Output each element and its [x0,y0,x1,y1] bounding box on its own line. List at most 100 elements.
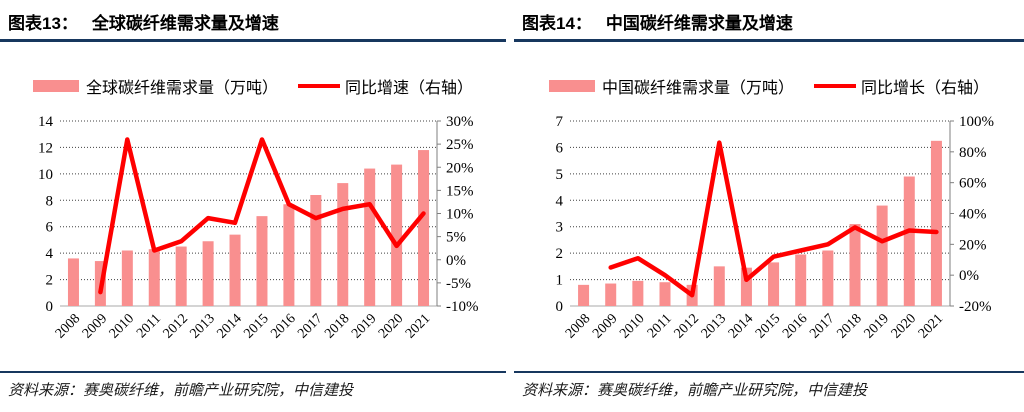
bar [283,204,295,306]
bar [659,282,671,306]
figure-title: 图表13： 全球碳纤维需求量及增速 [8,9,279,34]
bar [418,150,430,306]
line-series-label: 同比增速（右轴） [345,80,474,97]
left-axis-tick-label: 3 [556,220,564,236]
bar [256,216,268,306]
bar-series-swatch [548,80,595,92]
bar [202,241,214,306]
right-axis-tick-label: 25% [446,137,474,153]
bar [148,249,160,306]
x-axis-tick-label: 2018 [834,311,864,341]
bar [391,164,403,306]
x-axis-tick-label: 2016 [268,311,298,341]
right-axis-tick-label: 20% [959,237,987,253]
x-axis-tick-label: 2012 [161,311,191,341]
x-axis-tick-label: 2014 [726,311,756,341]
right-axis-tick-label: 0% [959,268,979,284]
bar-series-label: 中国碳纤维需求量（万吨） [601,80,794,97]
x-axis-tick-label: 2017 [807,311,837,341]
source-divider [0,371,506,373]
bar-series [67,150,430,306]
bar [175,246,187,306]
bar [605,283,617,306]
bar [740,267,752,306]
bar-series-label: 全球碳纤维需求量（万吨） [85,80,278,97]
x-axis-tick-label: 2014 [214,311,244,341]
bar [903,176,915,306]
right-axis-tick-label: 80% [959,145,987,161]
right-axis-tick-label: 100% [959,114,994,130]
right-axis-tick-label: 40% [959,207,987,223]
title-divider [514,39,1024,42]
right-axis-tick-label: -10% [446,299,479,315]
x-axis-tick-label: 2017 [295,311,325,341]
growth-line [608,140,939,298]
figure-number: 图表14： [522,14,592,33]
right-axis-tick-label: -20% [959,299,992,315]
gridlines [60,120,437,307]
combo-chart-china: 01234567-20%0%20%40%60%80%100%2008200920… [556,114,995,342]
figure-name: 全球碳纤维需求量及增速 [91,14,279,33]
bar [229,234,241,306]
chart-legend: 中国碳纤维需求量（万吨） 同比增长（右轴） [514,74,1024,98]
x-axis-tick-label: 2015 [241,311,271,341]
line-series-label: 同比增长（右轴） [861,80,990,97]
bar [632,280,644,306]
bar [310,195,322,306]
x-axis-labels: 2008200920102011201220132014201520162017… [563,311,946,341]
right-axis-tick-label: 5% [446,230,466,246]
x-axis-tick-label: 2021 [403,311,433,341]
right-axis-tick-label: 10% [446,207,474,223]
left-axis-tick-label: 1 [556,273,564,289]
line-series-swatch [814,84,856,88]
figure-name: 中国碳纤维需求量及增速 [605,14,793,33]
bar [930,140,942,306]
bar [337,183,349,306]
source-note: 资料来源：赛奥碳纤维，前瞻产业研究院，中信建投 [522,383,868,399]
left-axis-tick-label: 10 [38,167,53,183]
x-axis-tick-label: 2011 [134,311,164,341]
right-axis-tick-label: 0% [446,253,466,269]
bar-series-swatch [32,80,79,92]
bar [849,224,861,306]
left-axis-tick-label: 7 [556,114,564,130]
title-divider [0,39,506,42]
x-axis-tick-label: 2008 [53,311,83,341]
left-axis-tick-label: 6 [46,220,54,236]
x-axis-labels: 2008200920102011201220132014201520162017… [53,311,433,341]
x-axis-tick-label: 2020 [376,311,406,341]
bar [795,254,807,306]
left-axis-tick-label: 5 [556,167,564,183]
figure-number: 图表13： [8,14,78,33]
x-axis-tick-label: 2021 [916,311,946,341]
bar [768,262,780,306]
left-axis-tick-label: 12 [38,140,53,156]
left-axis-tick-label: 14 [38,114,54,130]
source-divider [514,371,1024,373]
growth-line [98,137,426,295]
figure-global-demand: 图表13： 全球碳纤维需求量及增速 全球碳纤维需求量（万吨） 同比增速（右轴） 0… [0,0,506,412]
right-axis-tick-label: 60% [959,176,987,192]
x-axis-tick-label: 2009 [80,311,110,341]
line-series-swatch [298,84,340,88]
left-axis-tick-label: 8 [46,193,54,209]
bar [121,250,133,306]
x-axis-tick-label: 2016 [780,311,810,341]
figure-title: 图表14： 中国碳纤维需求量及增速 [522,9,793,34]
bar [822,250,834,306]
x-axis-tick-label: 2010 [107,311,137,341]
chart-legend: 全球碳纤维需求量（万吨） 同比增速（右轴） [0,74,506,98]
right-axis-tick-label: 20% [446,160,474,176]
left-axis-tick-label: 4 [46,246,54,262]
x-axis-tick-label: 2013 [188,311,218,341]
bar [578,284,590,306]
x-axis-tick-label: 2012 [672,311,702,341]
x-axis-tick-label: 2019 [862,311,892,341]
x-axis-tick-label: 2019 [349,311,379,341]
figure-china-demand: 图表14： 中国碳纤维需求量及增速 中国碳纤维需求量（万吨） 同比增长（右轴） 0… [514,0,1024,412]
bar-series [578,140,942,306]
bar [713,266,725,306]
left-axis-tick-label: 4 [556,193,564,209]
bar [364,168,376,306]
x-axis-tick-label: 2009 [590,311,620,341]
